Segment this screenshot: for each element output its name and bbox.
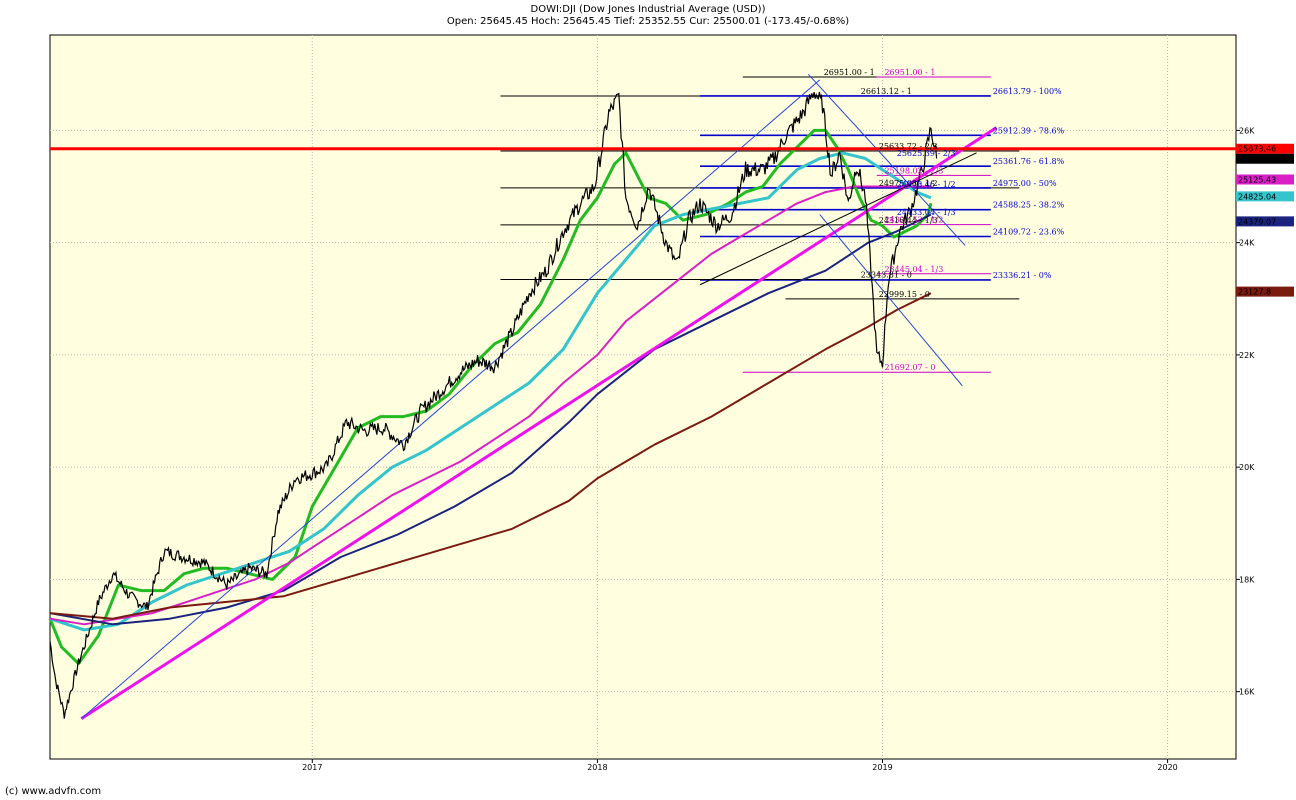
price-series (49, 91, 938, 719)
ma-line-2 (49, 185, 931, 626)
level-label-11: 24316.44 - 1/3 (879, 216, 938, 225)
level-label-1: 26951.00 - 1 (884, 68, 935, 77)
y-tick-label-0: 16K (1239, 688, 1255, 697)
level-label-6: 25361.76 - 61.8% (993, 157, 1065, 166)
level-label-17: 22999.15 - 0 (879, 290, 930, 299)
y-tick-label-1: 18K (1239, 575, 1255, 584)
price-tag-label-0: 25673.46 (1238, 145, 1276, 154)
level-label-9: 24975.00 - 50% (993, 179, 1057, 188)
x-tick-label-1: 2018 (587, 763, 607, 772)
trendline-2 (807, 73, 966, 246)
price-tag-label-1: 25500.01 (1238, 155, 1276, 164)
price-tag-label-5: 23127.8 (1238, 288, 1271, 297)
price-tag-bg-4 (1236, 216, 1294, 227)
trendline-0 (80, 126, 998, 720)
level-label-10: 24588.25 - 38.2% (993, 201, 1065, 210)
level-label-8: 24975.08 - 1/2 (879, 179, 938, 188)
ma-line-3 (49, 213, 932, 626)
price-tag-bg-1 (1236, 153, 1294, 164)
level-label-3: 26613.79 - 100% (993, 87, 1062, 96)
chart-title: DOWI:DJI (Dow Jones Industrial Average (… (530, 4, 766, 15)
trendlines (80, 73, 998, 720)
level-label-7: 25198.02 - 2/3 (884, 166, 943, 175)
price-tag-bg-5 (1236, 286, 1294, 297)
level-label-4: 25912.39 - 78.6% (993, 126, 1065, 135)
mid-label-1: 24978.46 - 1/2 (897, 180, 956, 189)
axes: 2017 2018 2019 2020 16K 18K 20K 22K 24K 26K (302, 126, 1255, 772)
y-tick-label-3: 22K (1239, 351, 1255, 360)
level-label-2: 26613.12 - 1 (861, 87, 912, 96)
trendline-3 (819, 214, 963, 387)
price-tag-label-2: 25125.43 (1238, 175, 1276, 184)
price-line (49, 91, 938, 719)
level-label-15: 23336.21 - 0% (993, 271, 1052, 280)
level-label-5: 25633.72 - 2/3 (879, 142, 938, 151)
x-tick-label-3: 2020 (1157, 763, 1177, 772)
x-tick-label-0: 2017 (302, 763, 322, 772)
price-tag-bg-3 (1236, 191, 1294, 202)
price-tag-label-4: 24379.07 (1238, 217, 1276, 226)
price-tag-bg-2 (1236, 174, 1294, 185)
price-tag-label-3: 24825.04 (1238, 192, 1276, 201)
trendline-1 (81, 79, 821, 719)
ma-line-4 (49, 292, 932, 620)
level-label-13: 24109.72 - 23.6% (993, 228, 1065, 237)
level-label-14: 23445.04 - 1/3 (884, 265, 943, 274)
trendline-4 (699, 152, 977, 286)
level-label-12: 24321.53 - 1/2 (884, 216, 943, 225)
moving-averages (48, 128, 933, 666)
ma-line-0 (48, 128, 933, 666)
ohlc-readout: Open: 25645.45 Hoch: 25645.45 Tief: 2535… (446, 16, 850, 27)
level-label-18: 21692.07 - 0 (884, 363, 935, 372)
y-tick-label-4: 24K (1239, 239, 1255, 248)
x-tick-label-2: 2019 (872, 763, 892, 772)
chart-header: DOWI:DJI (Dow Jones Industrial Average (… (0, 4, 1296, 28)
level-label-16: 23343.81 - 0 (861, 270, 912, 279)
price-tag-bg-0 (1236, 143, 1294, 154)
plot-background (49, 34, 1237, 760)
y-tick-label-5: 26K (1239, 126, 1255, 135)
copyright: (c) www.advfn.com (5, 786, 102, 797)
mid-label-2: 24433.04 - 1/3 (897, 208, 956, 217)
mid-label-0: 25625.39 - 2/3 (897, 149, 956, 158)
level-labels: 26951.00 - 1 26951.00 - 1 26613.12 - 1 2661… (824, 68, 1065, 372)
ma-line-1 (49, 151, 932, 632)
y-tick-label-2: 20K (1239, 463, 1255, 472)
level-label-0: 26951.00 - 1 (824, 68, 875, 77)
